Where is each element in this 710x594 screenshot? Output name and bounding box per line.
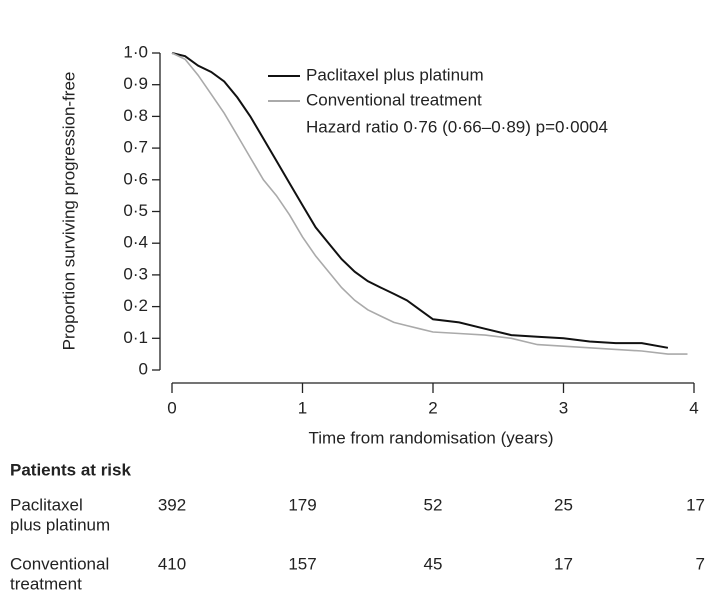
risk-count: 52 bbox=[424, 495, 443, 514]
y-tick-label: 0·1 bbox=[123, 328, 148, 347]
y-tick-label: 0·5 bbox=[123, 201, 148, 220]
annotation: Hazard ratio 0·76 (0·66–0·89) p=0·0004 bbox=[306, 117, 608, 136]
y-tick-label: 0 bbox=[139, 359, 148, 378]
y-tick-label: 0·2 bbox=[123, 296, 148, 315]
risk-count: 392 bbox=[158, 495, 186, 514]
y-tick-label: 0·9 bbox=[123, 74, 148, 93]
x-tick-label: 2 bbox=[428, 398, 437, 417]
risk-count: 17 bbox=[554, 554, 573, 573]
x-tick-label: 3 bbox=[559, 398, 568, 417]
y-tick-label: 0·8 bbox=[123, 106, 148, 125]
risk-count: 7 bbox=[696, 554, 705, 573]
legend-label: Paclitaxel plus platinum bbox=[306, 65, 484, 84]
y-tick-label: 0·4 bbox=[123, 233, 148, 252]
risk-row-label: treatment bbox=[10, 574, 82, 593]
x-tick-label: 4 bbox=[689, 398, 698, 417]
risk-table-title: Patients at risk bbox=[10, 460, 131, 479]
x-tick-label: 0 bbox=[167, 398, 176, 417]
risk-count: 25 bbox=[554, 495, 573, 514]
risk-count: 157 bbox=[288, 554, 316, 573]
survival-curve bbox=[171, 52, 688, 355]
legend-label: Conventional treatment bbox=[306, 90, 482, 109]
risk-row-label: Conventional bbox=[10, 554, 109, 573]
survival-curve bbox=[171, 52, 669, 349]
risk-count: 179 bbox=[288, 495, 316, 514]
y-tick-label: 0·3 bbox=[123, 264, 148, 283]
x-tick-label: 1 bbox=[298, 398, 307, 417]
risk-row-label: Paclitaxel bbox=[10, 495, 83, 514]
y-axis-label: Proportion surviving progression-free bbox=[59, 72, 78, 351]
y-tick-label: 1·0 bbox=[123, 42, 148, 61]
risk-count: 17 bbox=[686, 495, 705, 514]
risk-count: 410 bbox=[158, 554, 186, 573]
risk-row-label: plus platinum bbox=[10, 515, 110, 534]
risk-count: 45 bbox=[424, 554, 443, 573]
y-tick-label: 0·6 bbox=[123, 169, 148, 188]
y-tick-label: 0·7 bbox=[123, 138, 148, 157]
x-axis-label: Time from randomisation (years) bbox=[309, 428, 554, 447]
